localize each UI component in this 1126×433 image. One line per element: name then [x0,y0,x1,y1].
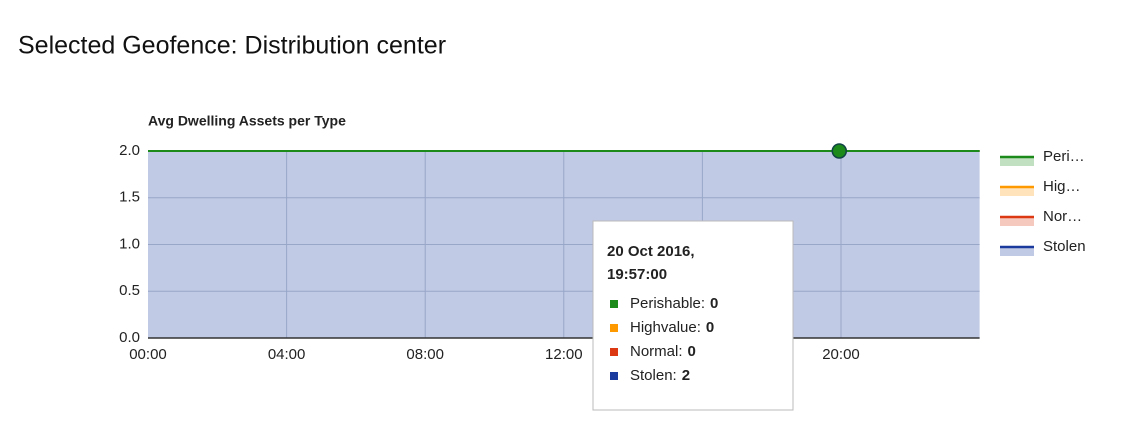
plot: 0.00.51.01.52.000:0004:0008:0012:0016:00… [119,142,980,363]
legend: Peri… Hig… Nor… Stolen [1000,148,1086,256]
legend-swatch [1000,158,1034,166]
tooltip-label: Perishable: [630,295,705,312]
tooltip-label: Normal: [630,343,683,360]
x-tick-label: 08:00 [406,346,444,363]
y-tick-label: 2.0 [119,142,140,159]
legend-swatch [1000,218,1034,226]
tooltip-title: 20 Oct 2016, [607,243,695,260]
legend-swatch [1000,188,1034,196]
heading: Selected Geofence: Distribution center [18,32,446,60]
y-tick-label: 1.5 [119,189,140,206]
tooltip-value: 0 [688,343,696,360]
legend-label: Nor… [1043,208,1082,225]
x-tick-label: 12:00 [545,346,583,363]
tooltip-value: 0 [706,319,714,336]
y-tick-label: 0.5 [119,282,140,299]
tooltip-label: Highvalue: [630,319,701,336]
x-tick-label: 00:00 [129,346,167,363]
tooltip-swatch [610,348,618,356]
y-tick-label: 0.0 [119,329,140,346]
tooltip-box [592,220,794,411]
legend-label: Hig… [1043,178,1081,195]
tooltip-item: Perishable: 0 [630,295,718,312]
legend-label: Stolen [1043,238,1086,255]
legend-swatch [1000,248,1034,256]
tooltip-value: 0 [710,295,718,312]
tooltip-label: Stolen: [630,367,677,384]
tooltip-swatch [610,372,618,380]
x-tick-label: 04:00 [268,346,306,363]
tooltip-item: Stolen: 2 [630,367,690,384]
tooltip-swatch [610,324,618,332]
highlight-point [831,143,848,159]
y-tick-label: 1.0 [119,235,140,252]
x-tick-label: 20:00 [822,346,860,363]
tooltip-title: 19:57:00 [607,266,667,283]
tooltip-item: Normal: 0 [630,343,696,360]
tooltip-swatch [610,300,618,308]
tooltip-value: 2 [682,367,690,384]
chart-title: Avg Dwelling Assets per Type [148,113,346,129]
tooltip-item: Highvalue: 0 [630,319,714,336]
legend-label: Peri… [1043,148,1085,165]
